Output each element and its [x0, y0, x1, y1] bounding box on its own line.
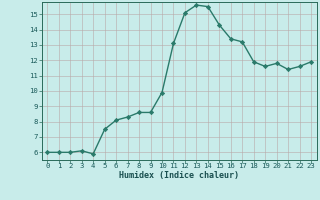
X-axis label: Humidex (Indice chaleur): Humidex (Indice chaleur) — [119, 171, 239, 180]
